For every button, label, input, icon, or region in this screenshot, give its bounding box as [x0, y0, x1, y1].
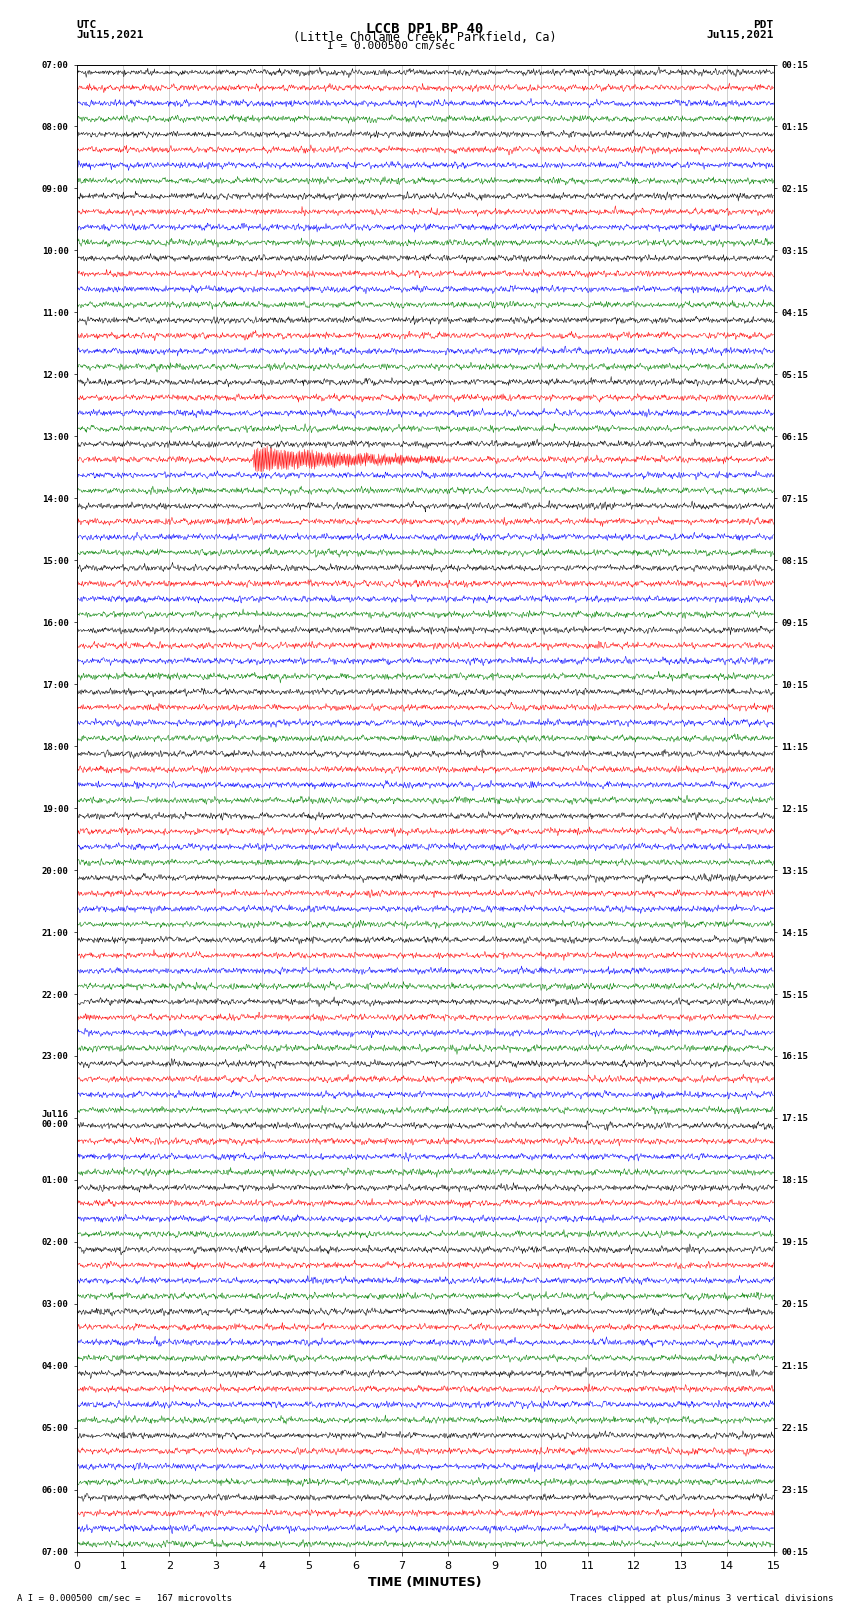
Text: I = 0.000500 cm/sec: I = 0.000500 cm/sec — [327, 40, 455, 52]
Text: UTC: UTC — [76, 19, 97, 31]
Text: PDT: PDT — [753, 19, 774, 31]
X-axis label: TIME (MINUTES): TIME (MINUTES) — [368, 1576, 482, 1589]
Text: LCCB DP1 BP 40: LCCB DP1 BP 40 — [366, 23, 484, 35]
Text: A I = 0.000500 cm/sec =   167 microvolts: A I = 0.000500 cm/sec = 167 microvolts — [17, 1594, 232, 1603]
Text: Jul15,2021: Jul15,2021 — [706, 31, 774, 40]
Text: Jul15,2021: Jul15,2021 — [76, 31, 144, 40]
Text: Traces clipped at plus/minus 3 vertical divisions: Traces clipped at plus/minus 3 vertical … — [570, 1594, 833, 1603]
Text: (Little Cholame Creek, Parkfield, Ca): (Little Cholame Creek, Parkfield, Ca) — [293, 31, 557, 45]
